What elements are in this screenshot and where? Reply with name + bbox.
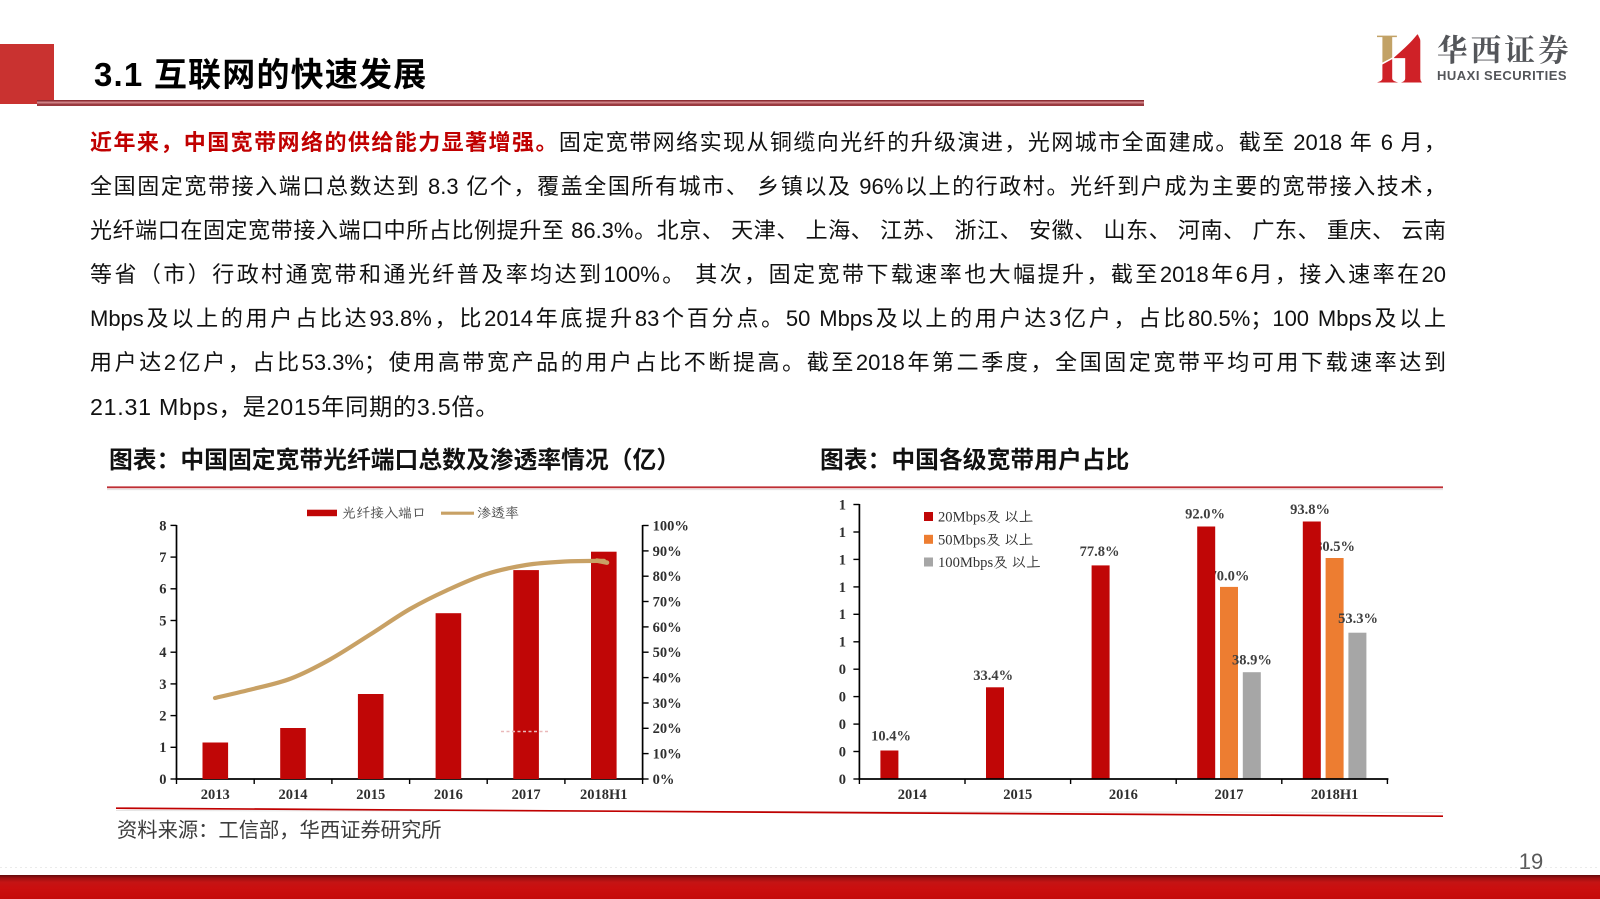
svg-text:80%: 80% (653, 569, 682, 585)
svg-text:1: 1 (159, 740, 166, 756)
svg-text:光纤接入端口: 光纤接入端口 (342, 507, 426, 522)
svg-text:2018H1: 2018H1 (1311, 787, 1359, 803)
svg-text:0: 0 (839, 744, 846, 760)
svg-text:33.4%: 33.4% (973, 668, 1013, 684)
svg-text:30%: 30% (653, 696, 682, 712)
svg-text:38.9%: 38.9% (1232, 652, 1272, 668)
svg-text:0: 0 (839, 772, 846, 788)
svg-text:2016: 2016 (1109, 787, 1138, 803)
svg-text:50%: 50% (653, 645, 682, 661)
svg-text:2014: 2014 (279, 787, 308, 803)
svg-text:2018H1: 2018H1 (580, 787, 628, 803)
svg-text:93.8%: 93.8% (1290, 502, 1330, 518)
svg-text:1: 1 (839, 552, 846, 568)
svg-text:5: 5 (159, 613, 166, 629)
svg-text:1: 1 (839, 607, 846, 623)
svg-text:100%: 100% (653, 518, 689, 534)
svg-text:2016: 2016 (434, 787, 463, 803)
svg-text:0: 0 (839, 690, 846, 706)
svg-text:40%: 40% (653, 671, 682, 687)
svg-text:70%: 70% (653, 594, 682, 610)
svg-text:80.5%: 80.5% (1315, 539, 1355, 555)
svg-text:2013: 2013 (201, 787, 230, 803)
svg-text:2017: 2017 (1215, 787, 1244, 803)
svg-text:0: 0 (839, 717, 846, 733)
svg-text:90%: 90% (653, 544, 682, 560)
svg-text:92.0%: 92.0% (1185, 507, 1225, 523)
svg-text:2014: 2014 (898, 787, 927, 803)
svg-text:4: 4 (159, 645, 166, 661)
svg-text:2: 2 (159, 709, 166, 725)
svg-text:10.4%: 10.4% (871, 729, 911, 745)
svg-text:1: 1 (839, 497, 846, 513)
svg-text:1: 1 (839, 580, 846, 596)
svg-text:77.8%: 77.8% (1080, 544, 1120, 560)
svg-text:2017: 2017 (512, 787, 541, 803)
svg-text:2015: 2015 (356, 787, 385, 803)
svg-text:20%: 20% (653, 721, 682, 737)
svg-text:0: 0 (159, 772, 166, 788)
svg-text:100Mbps及 以上: 100Mbps及 以上 (938, 555, 1041, 571)
svg-text:渗透率: 渗透率 (477, 506, 519, 522)
svg-text:8: 8 (159, 518, 166, 534)
svg-text:20Mbps及 以上: 20Mbps及 以上 (938, 510, 1033, 526)
svg-text:60%: 60% (653, 620, 682, 636)
svg-text:2015: 2015 (1003, 787, 1032, 803)
svg-text:0%: 0% (653, 772, 675, 788)
svg-text:53.3%: 53.3% (1338, 611, 1378, 627)
svg-text:1: 1 (839, 635, 846, 651)
svg-text:50Mbps及 以上: 50Mbps及 以上 (938, 532, 1033, 548)
svg-text:7: 7 (159, 550, 166, 566)
svg-text:1: 1 (839, 525, 846, 541)
svg-text:6: 6 (159, 582, 166, 598)
svg-text:70.0%: 70.0% (1209, 569, 1249, 585)
svg-text:0: 0 (839, 662, 846, 678)
svg-text:10%: 10% (653, 747, 682, 763)
svg-text:3: 3 (159, 677, 166, 693)
